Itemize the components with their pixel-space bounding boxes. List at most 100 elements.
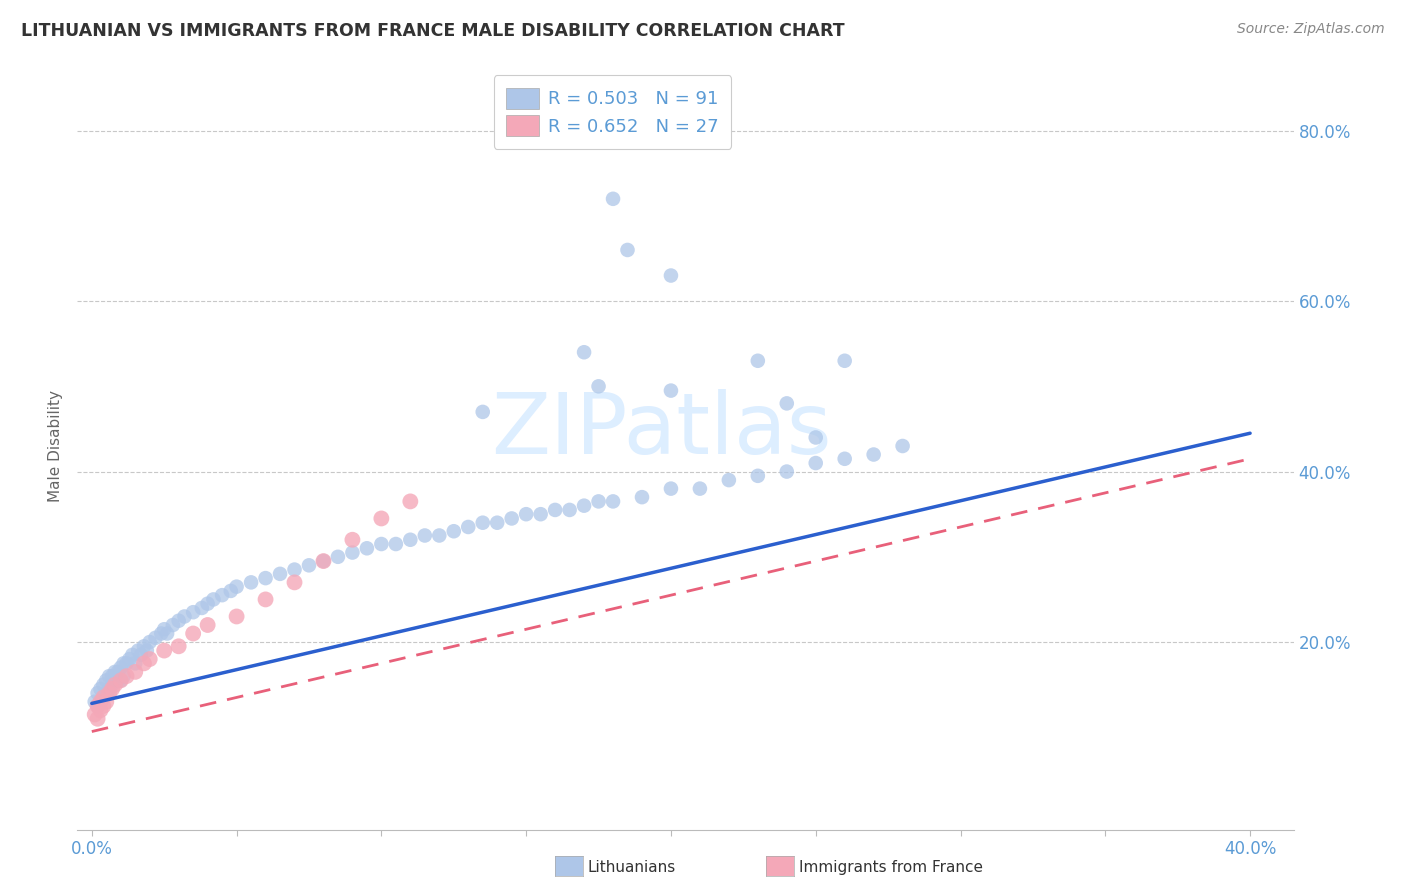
- Point: [486, 516, 509, 530]
- Point: [86, 698, 108, 713]
- Point: [776, 465, 799, 479]
- Point: [631, 490, 654, 504]
- Point: [101, 678, 124, 692]
- Point: [162, 618, 184, 632]
- Point: [150, 626, 173, 640]
- Point: [471, 405, 494, 419]
- Point: [312, 554, 335, 568]
- Point: [659, 384, 682, 398]
- Text: Source: ZipAtlas.com: Source: ZipAtlas.com: [1237, 22, 1385, 37]
- Point: [110, 673, 132, 688]
- Point: [83, 695, 105, 709]
- Point: [443, 524, 465, 539]
- Point: [326, 549, 349, 564]
- Text: ZIPatlas: ZIPatlas: [491, 389, 831, 472]
- Point: [173, 609, 195, 624]
- Point: [298, 558, 321, 573]
- Point: [342, 533, 364, 547]
- Point: [121, 648, 143, 662]
- Point: [588, 494, 610, 508]
- Point: [804, 456, 827, 470]
- Point: [197, 597, 219, 611]
- Point: [138, 652, 160, 666]
- Point: [96, 673, 118, 688]
- Point: [89, 695, 111, 709]
- Point: [86, 698, 108, 713]
- Point: [104, 665, 127, 679]
- Point: [124, 665, 146, 679]
- Point: [399, 533, 422, 547]
- Point: [93, 690, 115, 705]
- Point: [544, 503, 567, 517]
- Point: [153, 643, 176, 657]
- Point: [427, 528, 450, 542]
- Point: [191, 601, 214, 615]
- Point: [254, 592, 277, 607]
- Text: LITHUANIAN VS IMMIGRANTS FROM FRANCE MALE DISABILITY CORRELATION CHART: LITHUANIAN VS IMMIGRANTS FROM FRANCE MAL…: [21, 22, 845, 40]
- Point: [181, 605, 204, 619]
- Point: [747, 468, 769, 483]
- Legend: R = 0.503   N = 91, R = 0.652   N = 27: R = 0.503 N = 91, R = 0.652 N = 27: [494, 75, 731, 149]
- Point: [132, 640, 155, 654]
- Point: [110, 660, 132, 674]
- Point: [83, 707, 105, 722]
- Point: [145, 631, 167, 645]
- Point: [269, 566, 291, 581]
- Point: [129, 648, 152, 662]
- Point: [572, 499, 595, 513]
- Point: [138, 635, 160, 649]
- Point: [225, 580, 247, 594]
- Point: [104, 673, 127, 688]
- Point: [776, 396, 799, 410]
- Point: [413, 528, 436, 542]
- Point: [110, 673, 132, 688]
- Point: [101, 681, 124, 696]
- Point: [283, 563, 305, 577]
- Point: [659, 482, 682, 496]
- Point: [471, 516, 494, 530]
- Point: [370, 511, 392, 525]
- Point: [219, 583, 242, 598]
- Point: [156, 626, 179, 640]
- Point: [385, 537, 408, 551]
- Point: [602, 192, 624, 206]
- Point: [167, 614, 190, 628]
- Point: [135, 643, 157, 657]
- Point: [602, 494, 624, 508]
- Point: [104, 678, 127, 692]
- Point: [862, 448, 884, 462]
- Point: [457, 520, 479, 534]
- Point: [515, 507, 537, 521]
- Point: [747, 353, 769, 368]
- Point: [96, 695, 118, 709]
- Point: [370, 537, 392, 551]
- Point: [211, 588, 233, 602]
- Point: [98, 681, 121, 696]
- Point: [588, 379, 610, 393]
- Point: [124, 657, 146, 671]
- Point: [254, 571, 277, 585]
- Y-axis label: Male Disability: Male Disability: [48, 390, 63, 502]
- Point: [342, 545, 364, 559]
- Point: [93, 690, 115, 705]
- Point: [659, 268, 682, 283]
- Point: [197, 618, 219, 632]
- Point: [558, 503, 581, 517]
- Point: [572, 345, 595, 359]
- Point: [93, 698, 115, 713]
- Point: [240, 575, 263, 590]
- Point: [132, 657, 155, 671]
- Point: [689, 482, 711, 496]
- Point: [153, 622, 176, 636]
- Point: [399, 494, 422, 508]
- Point: [96, 686, 118, 700]
- Point: [115, 669, 138, 683]
- Point: [225, 609, 247, 624]
- Point: [616, 243, 638, 257]
- Point: [89, 681, 111, 696]
- Point: [202, 592, 225, 607]
- Point: [834, 451, 856, 466]
- Point: [89, 703, 111, 717]
- Point: [530, 507, 553, 521]
- Point: [118, 652, 141, 666]
